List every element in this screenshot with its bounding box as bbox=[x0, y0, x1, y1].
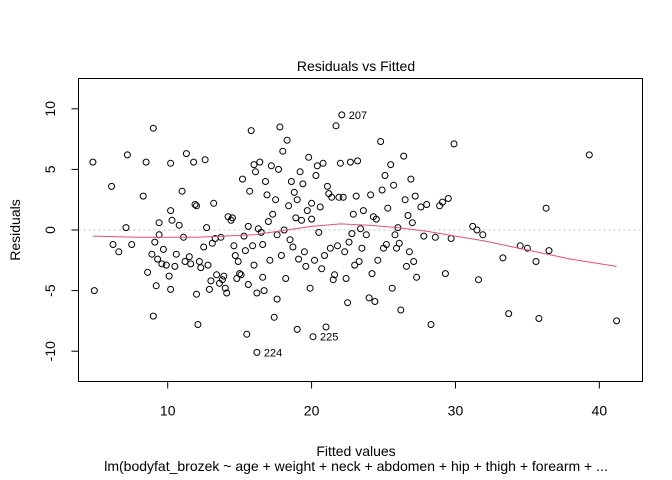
x-tick-label: 10 bbox=[160, 403, 176, 419]
y-tick-label: 5 bbox=[42, 165, 58, 173]
y-tick-label: -5 bbox=[42, 284, 58, 297]
x-tick-label: 30 bbox=[448, 403, 464, 419]
y-axis-title: Residuals bbox=[7, 199, 23, 260]
x-axis-title: Fitted values bbox=[316, 443, 395, 459]
y-tick-label: 10 bbox=[42, 101, 58, 117]
x-tick-label: 20 bbox=[304, 403, 320, 419]
y-tick-label: 0 bbox=[42, 226, 58, 234]
point-label: 224 bbox=[264, 347, 282, 359]
model-formula-caption: lm(bodyfat_brozek ~ age + weight + neck … bbox=[104, 458, 608, 474]
x-tick-label: 40 bbox=[592, 403, 608, 419]
chart-title: Residuals vs Fitted bbox=[297, 58, 415, 74]
y-tick-label: -10 bbox=[42, 341, 58, 361]
point-label: 225 bbox=[320, 332, 338, 344]
point-label: 207 bbox=[349, 110, 367, 122]
